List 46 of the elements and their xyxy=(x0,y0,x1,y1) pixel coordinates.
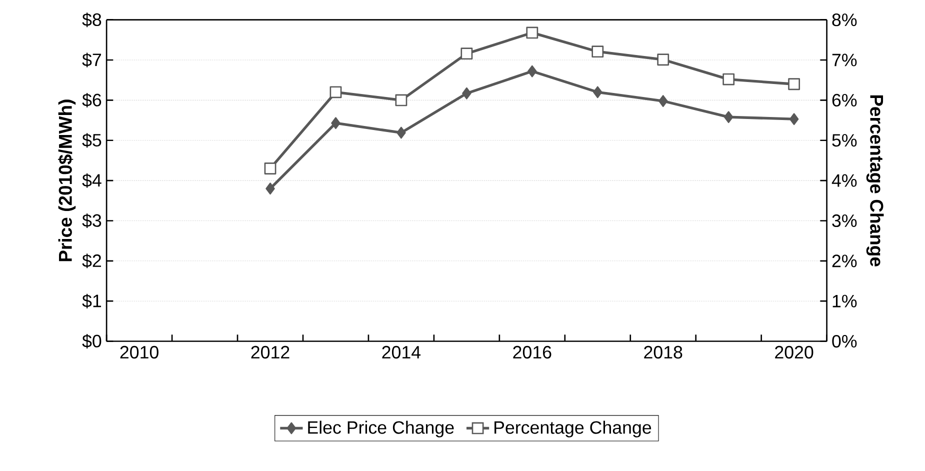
y2-tick-label: 7% xyxy=(832,54,857,66)
y-tick-label: $6 xyxy=(82,92,102,108)
y-tick-label: $4 xyxy=(82,173,102,188)
y-tick-label: $1 xyxy=(82,294,102,308)
y-tick-label: $3 xyxy=(82,213,102,228)
x-tick-label: 2018 xyxy=(644,346,682,358)
y2-tick-label: 0% xyxy=(832,334,857,348)
point xyxy=(330,86,342,98)
y2-tick-label: 1% xyxy=(832,294,857,308)
point xyxy=(528,65,537,78)
point xyxy=(658,94,668,107)
x-tick-label: 2014 xyxy=(382,346,421,358)
y2-tick-label: 8% xyxy=(832,13,857,26)
point xyxy=(460,48,473,60)
y-tick-label: $8 xyxy=(82,12,102,27)
point xyxy=(266,182,275,194)
y-tick-label: $5 xyxy=(82,133,102,148)
point xyxy=(526,26,538,39)
y2-tick-label: 2% xyxy=(832,254,857,268)
x-tick-label: 2020 xyxy=(775,346,814,358)
point xyxy=(395,94,408,106)
x-tick-label: 2010 xyxy=(120,346,158,358)
x-tick-label: 2012 xyxy=(251,346,290,358)
x-tick-label: 2016 xyxy=(513,346,552,358)
point xyxy=(592,46,604,58)
point xyxy=(788,78,800,90)
y2-tick-label: 5% xyxy=(832,134,857,147)
point xyxy=(396,126,406,139)
point xyxy=(722,73,735,86)
y2-axis-title: Percentage Change xyxy=(866,95,884,266)
point xyxy=(789,113,799,125)
y2-tick-label: 6% xyxy=(832,94,857,106)
y2-tick-label: 4% xyxy=(832,174,857,187)
point xyxy=(724,111,734,123)
point xyxy=(462,87,472,100)
point xyxy=(331,117,340,129)
y-axis-title: Price (2010$/MWh) xyxy=(58,100,76,262)
point xyxy=(592,86,602,98)
y-tick-label: $7 xyxy=(82,52,101,68)
y-tick-label: $0 xyxy=(82,334,102,348)
point xyxy=(264,162,276,174)
y-tick-label: $2 xyxy=(82,254,101,268)
legend-label: Elec Price Change xyxy=(308,420,454,438)
y2-tick-label: 3% xyxy=(832,214,857,227)
point xyxy=(657,54,670,66)
legend-label: Percentage Change xyxy=(494,420,652,438)
